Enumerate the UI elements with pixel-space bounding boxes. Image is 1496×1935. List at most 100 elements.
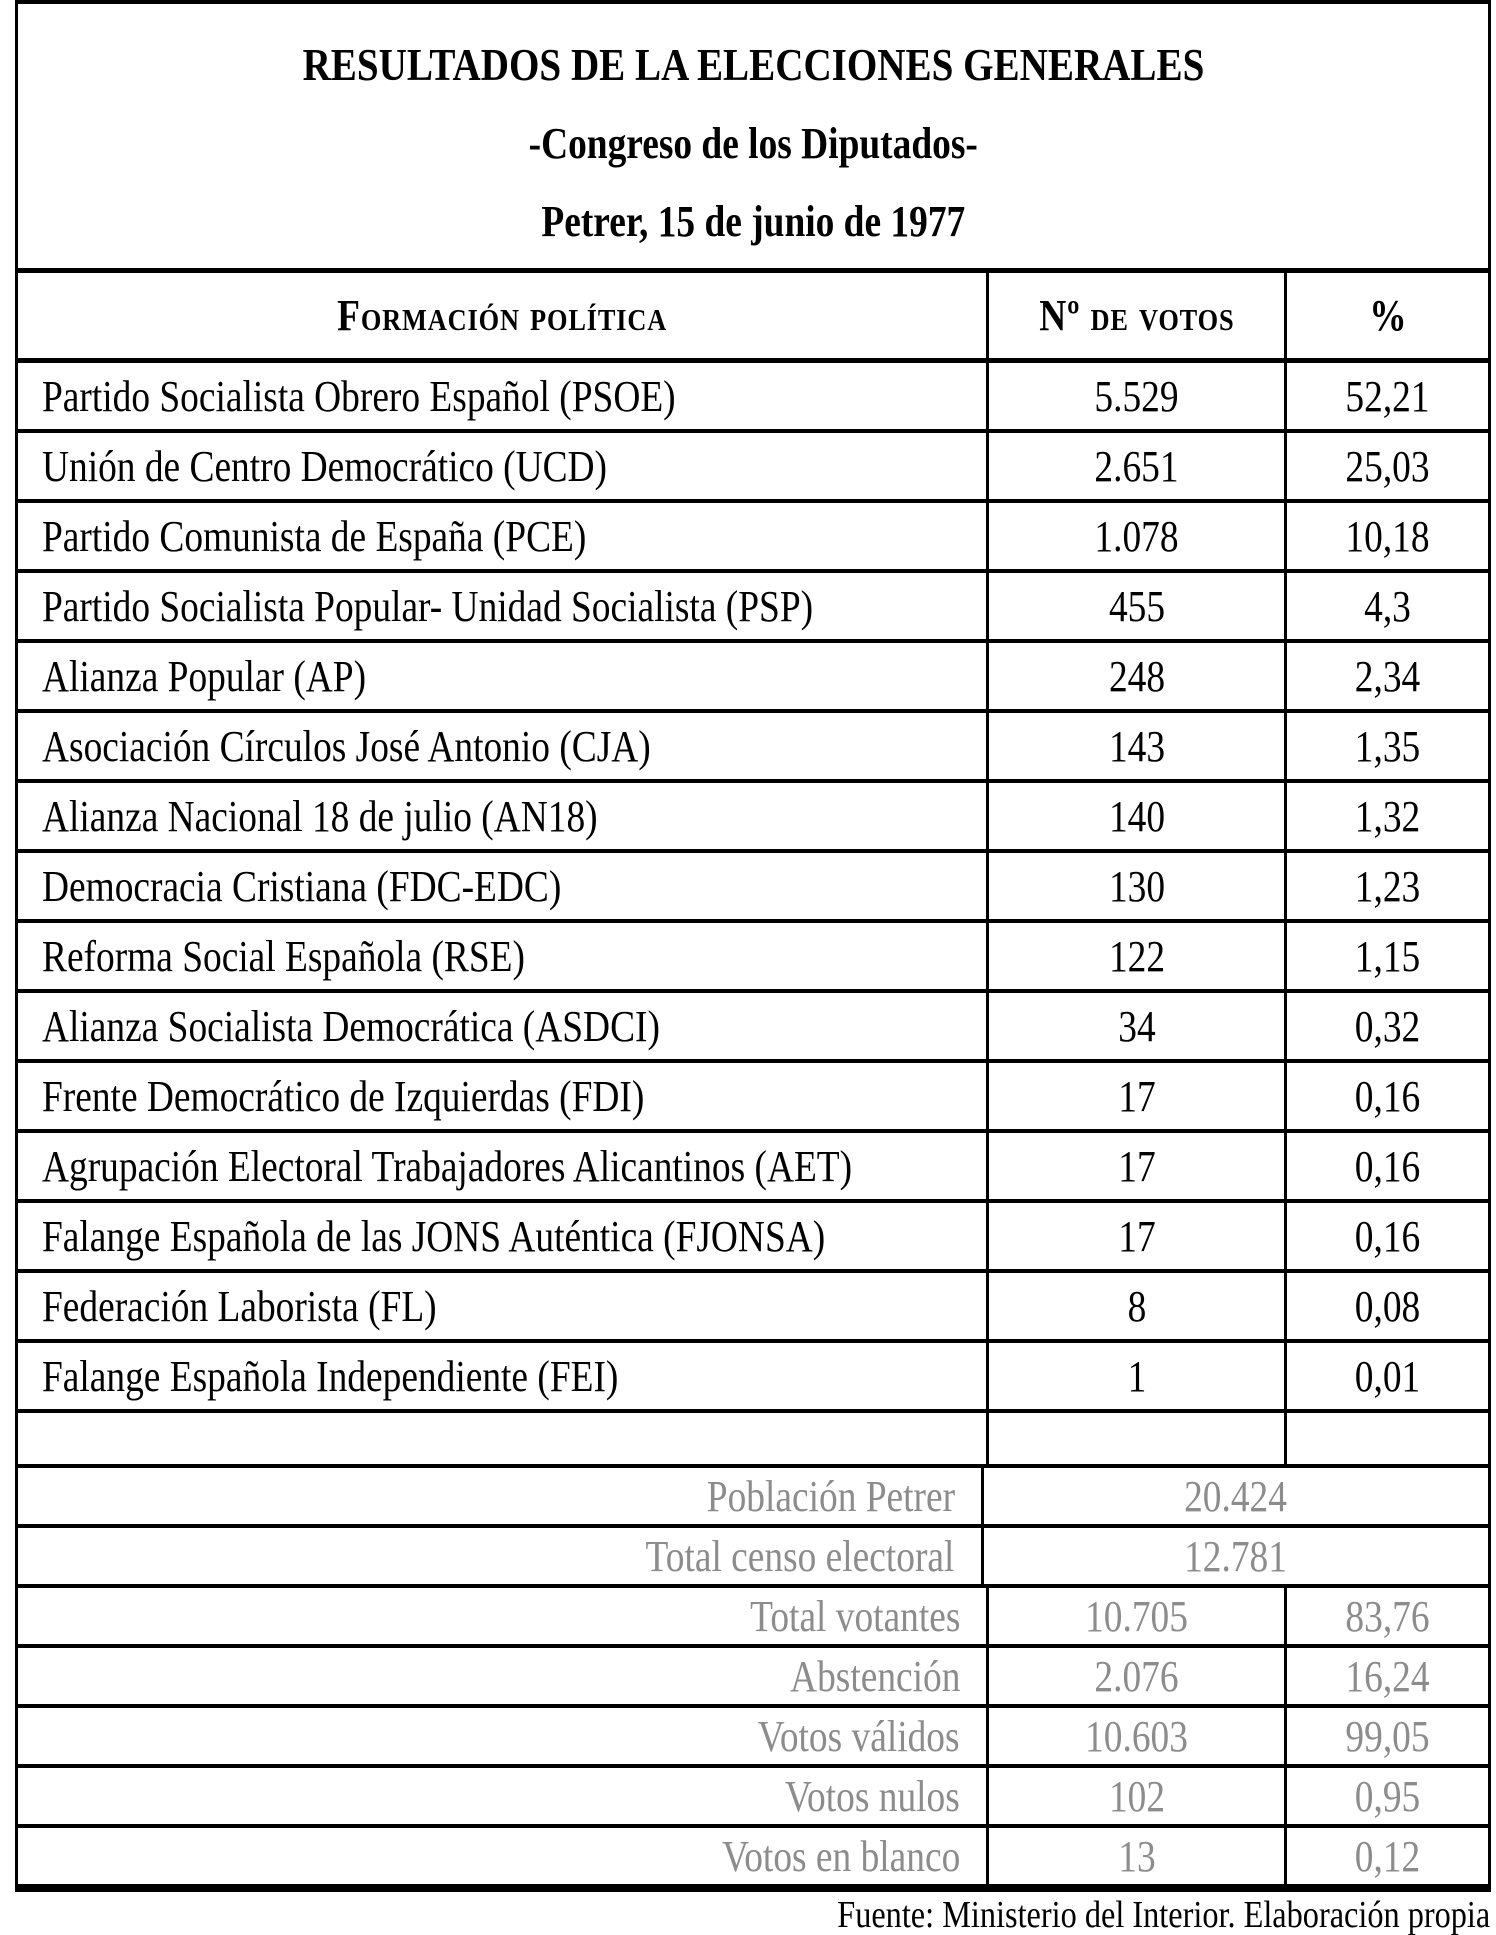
votes-cell-text: 17 xyxy=(1117,1071,1156,1121)
votes-cell: 130 xyxy=(989,853,1287,919)
pct-cell: 2,34 xyxy=(1287,643,1488,709)
party-name-cell: Falange Española de las JONS Auténtica (… xyxy=(18,1203,989,1269)
summary-label-cell: Total censo electoral xyxy=(18,1528,984,1584)
pct-cell-text: 4,3 xyxy=(1364,581,1411,631)
pct-cell: 1,32 xyxy=(1287,783,1488,849)
party-row: Partido Comunista de España (PCE) 1.078 10… xyxy=(18,503,1488,573)
summary-label-cell: Votos en blanco xyxy=(18,1828,989,1884)
party-name-cell: Asociación Círculos José Antonio (CJA) xyxy=(18,713,989,779)
pct-cell: 1,23 xyxy=(1287,853,1488,919)
summary-pct-cell: 16,24 xyxy=(1287,1648,1488,1704)
pct-cell: 1,35 xyxy=(1287,713,1488,779)
pct-cell: 10,18 xyxy=(1287,503,1488,569)
summary-label-cell: Total votantes xyxy=(18,1588,989,1644)
party-name-cell: Falange Española Independiente (FEI) xyxy=(18,1343,989,1409)
votes-cell-text: 17 xyxy=(1117,1211,1156,1261)
summary-pct-cell-text: 83,76 xyxy=(1345,1591,1430,1641)
votes-cell: 1 xyxy=(989,1343,1287,1409)
party-name-cell-text: Alianza Socialista Democrática (ASDCI) xyxy=(42,1001,660,1051)
summary-label-cell: Votos válidos xyxy=(18,1708,989,1764)
pct-cell: 25,03 xyxy=(1287,433,1488,499)
summary-label-cell-text: Total censo electoral xyxy=(645,1531,955,1581)
party-name-cell: Partido Socialista Obrero Español (PSOE) xyxy=(18,363,989,429)
summary-label-cell: Votos nulos xyxy=(18,1768,989,1824)
summary-label-cell: Abstención xyxy=(18,1648,989,1704)
pct-cell-text: 1,23 xyxy=(1354,861,1421,911)
party-row: Falange Española Independiente (FEI) 1 0,0… xyxy=(18,1343,1488,1413)
votes-cell: 8 xyxy=(989,1273,1287,1339)
party-name-cell: Federación Laborista (FL) xyxy=(18,1273,989,1339)
votes-cell: 17 xyxy=(989,1133,1287,1199)
table-header-row: Formación política Nº de votos % xyxy=(18,273,1488,363)
party-row: Alianza Popular (AP) 248 2,34 xyxy=(18,643,1488,713)
summary-row: Población Petrer 20.424 xyxy=(18,1468,1488,1528)
party-row: Asociación Círculos José Antonio (CJA) 14… xyxy=(18,713,1488,783)
party-row: Federación Laborista (FL) 8 0,08 xyxy=(18,1273,1488,1343)
party-name-cell-text: Democracia Cristiana (FDC-EDC) xyxy=(42,861,562,911)
pct-cell: 52,21 xyxy=(1287,363,1488,429)
summary-label-cell-text: Votos en blanco xyxy=(721,1831,960,1881)
election-results-table: RESULTADOS DE LA ELECCIONES GENERALES -C… xyxy=(15,0,1491,1892)
summary-rows-section: Población Petrer 20.424 Total censo electo… xyxy=(18,1468,1488,1884)
pct-cell-text: 25,03 xyxy=(1345,441,1430,491)
summary-label-cell-text: Votos nulos xyxy=(785,1771,960,1821)
header-votes-label: Nº de votos xyxy=(1038,291,1235,340)
summary-label-cell: Población Petrer xyxy=(18,1468,984,1524)
party-name-cell: Agrupación Electoral Trabajadores Alican… xyxy=(18,1133,989,1199)
summary-label-cell-text: Total votantes xyxy=(749,1591,960,1641)
votes-cell-text: 1 xyxy=(1127,1351,1146,1401)
pct-cell: 0,16 xyxy=(1287,1063,1488,1129)
votes-cell-text: 2.651 xyxy=(1094,441,1179,491)
party-name-cell-text: Unión de Centro Democrático (UCD) xyxy=(42,441,608,491)
party-row: Reforma Social Española (RSE) 122 1,15 xyxy=(18,923,1488,993)
summary-pct-cell-text: 99,05 xyxy=(1345,1711,1430,1761)
party-name-cell: Reforma Social Española (RSE) xyxy=(18,923,989,989)
summary-pct-cell: 83,76 xyxy=(1287,1588,1488,1644)
summary-label-cell-text: Población Petrer xyxy=(706,1471,955,1521)
summary-value-cell: 2.076 xyxy=(989,1648,1287,1704)
page-date-text: Petrer, 15 de junio de 1977 xyxy=(541,197,965,246)
votes-cell-text: 1.078 xyxy=(1094,511,1179,561)
summary-value-cell-text: 12.781 xyxy=(1184,1531,1288,1581)
page-date-line: Petrer, 15 de junio de 1977 xyxy=(18,200,1488,244)
empty-cell xyxy=(1287,1413,1488,1464)
party-row: Alianza Socialista Democrática (ASDCI) 34… xyxy=(18,993,1488,1063)
votes-cell-text: 130 xyxy=(1108,861,1165,911)
summary-pct-cell-text: 0,12 xyxy=(1354,1831,1421,1881)
votes-cell-text: 140 xyxy=(1108,791,1165,841)
party-row: Frente Democrático de Izquierdas (FDI) 17… xyxy=(18,1063,1488,1133)
pct-cell: 0,32 xyxy=(1287,993,1488,1059)
summary-pct-cell-text: 0,95 xyxy=(1354,1771,1421,1821)
summary-row: Total censo electoral 12.781 xyxy=(18,1528,1488,1588)
summary-pct-cell-text: 16,24 xyxy=(1345,1651,1430,1701)
votes-cell: 455 xyxy=(989,573,1287,639)
summary-value-cell-text: 10.705 xyxy=(1085,1591,1188,1641)
summary-value-cell: 10.705 xyxy=(989,1588,1287,1644)
summary-value-cell-text: 20.424 xyxy=(1184,1471,1288,1521)
party-row: Alianza Nacional 18 de julio (AN18) 140 1,… xyxy=(18,783,1488,853)
pct-cell-text: 1,15 xyxy=(1354,931,1421,981)
party-name-cell: Partido Socialista Popular- Unidad Socia… xyxy=(18,573,989,639)
pct-cell-text: 0,08 xyxy=(1354,1281,1421,1331)
summary-value-cell: 12.781 xyxy=(984,1528,1488,1584)
votes-cell: 2.651 xyxy=(989,433,1287,499)
summary-value-cell: 13 xyxy=(989,1828,1287,1884)
pct-cell-text: 10,18 xyxy=(1345,511,1430,561)
party-name-cell-text: Reforma Social Española (RSE) xyxy=(42,931,525,981)
empty-row xyxy=(18,1413,1488,1468)
summary-pct-cell: 0,95 xyxy=(1287,1768,1488,1824)
votes-cell: 1.078 xyxy=(989,503,1287,569)
header-cell-pct: % xyxy=(1287,273,1488,358)
votes-cell-text: 17 xyxy=(1117,1141,1156,1191)
votes-cell: 140 xyxy=(989,783,1287,849)
pct-cell-text: 52,21 xyxy=(1345,371,1430,421)
votes-cell: 248 xyxy=(989,643,1287,709)
empty-cell xyxy=(18,1413,989,1464)
votes-cell-text: 8 xyxy=(1127,1281,1146,1331)
summary-value-cell-text: 2.076 xyxy=(1094,1651,1179,1701)
pct-cell: 0,08 xyxy=(1287,1273,1488,1339)
pct-cell: 0,01 xyxy=(1287,1343,1488,1409)
votes-cell-text: 455 xyxy=(1108,581,1165,631)
summary-row: Total votantes 10.705 83,76 xyxy=(18,1588,1488,1648)
